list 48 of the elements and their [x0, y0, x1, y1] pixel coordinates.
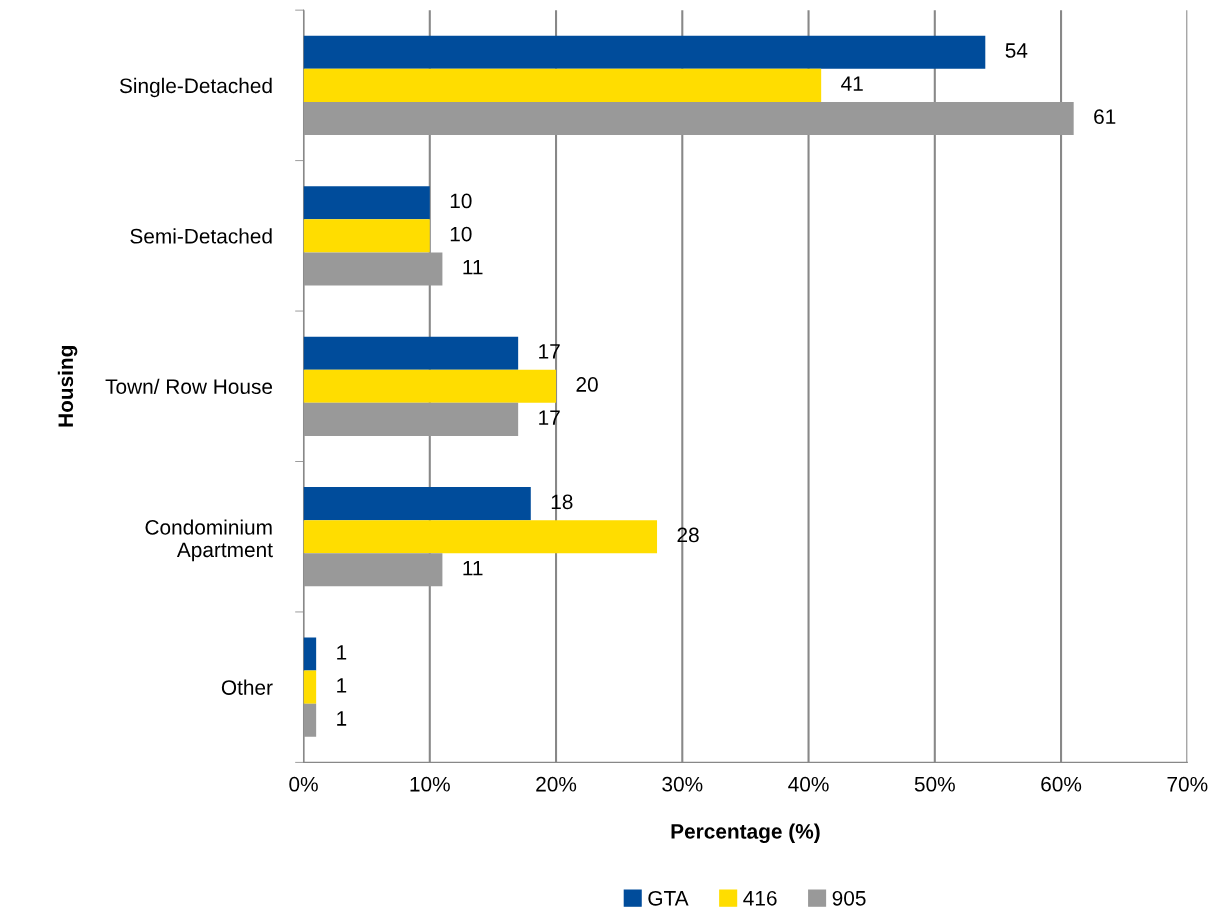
data-label: 11 [463, 259, 483, 275]
bar [303, 369, 557, 403]
bar [303, 670, 317, 704]
data-label: 18 [551, 494, 573, 510]
data-label: 10 [450, 226, 472, 242]
legend-label: 416 [743, 890, 777, 906]
data-label: 17 [539, 344, 560, 359]
bar [303, 35, 986, 69]
legend-label: GTA [648, 890, 689, 906]
bar [303, 186, 430, 220]
data-label: 54 [1005, 43, 1028, 58]
data-label: 61 [1094, 109, 1116, 125]
data-label: 20 [576, 377, 598, 392]
legend-label: 905 [832, 890, 866, 906]
x-tick-label: 10% [410, 776, 450, 792]
data-label: 1 [337, 645, 347, 660]
data-label: 1 [337, 711, 347, 726]
y-tick-label: Single-Detached [119, 77, 272, 98]
y-tick-label: Other [221, 679, 273, 695]
y-tick-label: Condominium Apartment [145, 519, 273, 562]
x-axis-title: Percentage (%) [671, 823, 820, 843]
x-tick-label: 30% [662, 776, 703, 792]
bar [303, 402, 519, 436]
x-tick-label: 20% [536, 776, 577, 792]
data-label: 11 [463, 560, 483, 576]
bar [303, 487, 531, 521]
bar [303, 637, 317, 671]
x-tick-label: 50% [914, 776, 955, 792]
data-label: 10 [450, 193, 472, 209]
bar [303, 703, 317, 737]
bar [303, 219, 430, 253]
x-tick-label: 0% [289, 776, 318, 792]
y-tick-label: Town/ Row House [105, 378, 273, 395]
data-label: 41 [841, 76, 863, 91]
x-tick-label: 70% [1167, 776, 1208, 792]
bar [303, 101, 1074, 136]
bar [303, 68, 822, 102]
bar [303, 252, 443, 286]
bar [303, 520, 658, 554]
x-tick-label: 40% [788, 776, 829, 792]
y-axis-title: Housing [57, 346, 78, 427]
x-tick-label: 60% [1041, 776, 1082, 792]
bar [303, 336, 519, 370]
data-label: 17 [539, 410, 560, 425]
y-tick-label: Semi-Detached [130, 228, 272, 244]
data-label: 28 [677, 527, 699, 543]
bar [303, 553, 443, 587]
data-label: 1 [337, 678, 347, 693]
